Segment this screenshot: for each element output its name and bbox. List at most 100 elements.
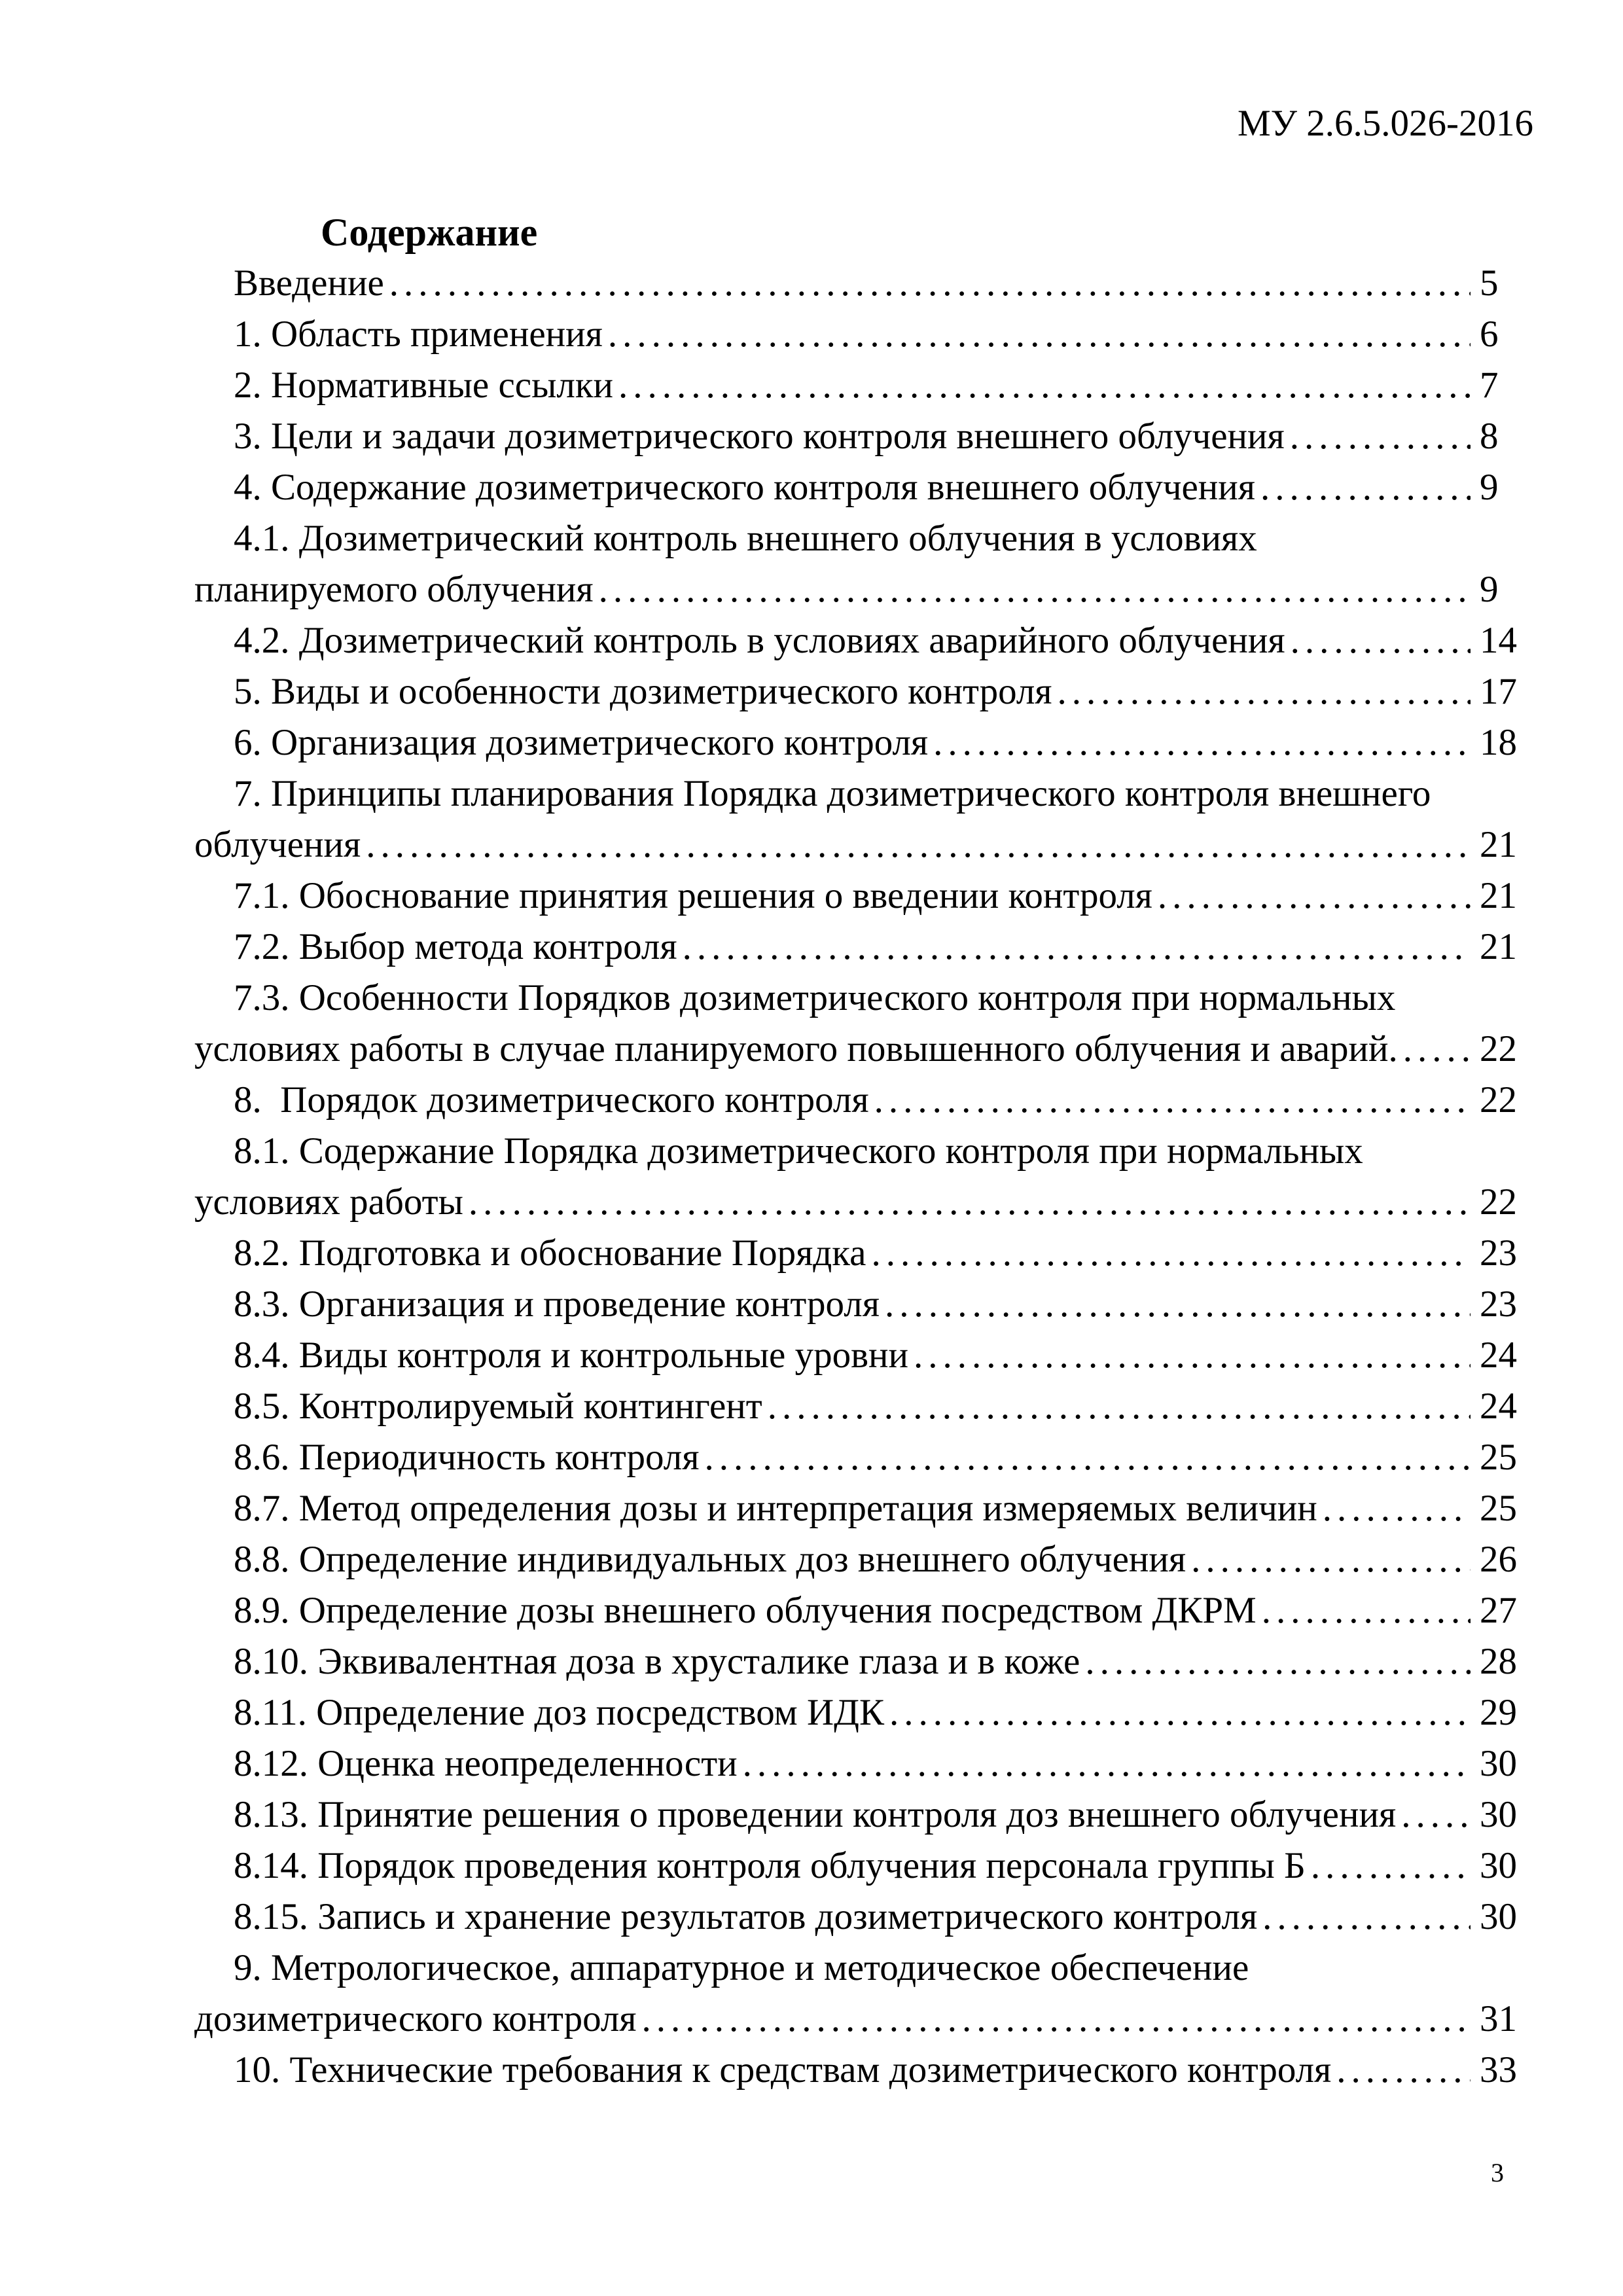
leader-dots: ........................................… <box>1191 1539 1471 1580</box>
page-number: 18 <box>1480 722 1517 763</box>
toc-entry-text: 8.6. Периодичность контроля <box>234 1437 700 1478</box>
toc-entry-text: 9. Метрологическое, аппаратурное и метод… <box>234 1947 1249 1988</box>
toc-entry-text: облучения <box>194 824 361 865</box>
leader-dots: ........................................… <box>1057 671 1471 712</box>
toc-line: Введение................................… <box>194 258 1541 309</box>
footer-page-number: 3 <box>1491 2158 1504 2187</box>
toc-entry-text: 8.8. Определение индивидуальных доз внеш… <box>234 1539 1186 1580</box>
toc-line: 8.2. Подготовка и обоснование Порядка...… <box>194 1228 1541 1279</box>
toc-line: 8.7. Метод определения дозы и интерпрета… <box>194 1483 1541 1534</box>
toc-entry-text: 8.3. Организация и проведение контроля <box>234 1283 880 1325</box>
page-number: 22 <box>1480 1028 1517 1069</box>
toc-entry-text: 8.11. Определение доз посредством ИДК <box>234 1692 885 1733</box>
toc-entry-text: дозиметрического контроля <box>194 1998 637 2039</box>
page-number: 25 <box>1480 1437 1517 1478</box>
toc-line: 8.8. Определение индивидуальных доз внеш… <box>194 1534 1541 1585</box>
leader-dots: ........................................… <box>871 1232 1471 1274</box>
leader-dots: ........................................… <box>598 569 1471 610</box>
toc-line: 4. Содержание дозиметрического контроля … <box>194 462 1541 513</box>
toc-entry-text: 8.2. Подготовка и обоснование Порядка <box>234 1232 866 1274</box>
toc-line: 8.11. Определение доз посредством ИДК...… <box>194 1687 1541 1738</box>
toc-entry-text: условиях работы <box>194 1181 463 1223</box>
leader-dots: ........................................… <box>767 1386 1471 1427</box>
leader-dots: ........................................… <box>1262 1896 1471 1937</box>
leader-dots: ........................................… <box>1290 620 1471 661</box>
toc-entry-text: 4. Содержание дозиметрического контроля … <box>234 467 1256 508</box>
toc-entry-text: 8.15. Запись и хранение результатов дози… <box>234 1896 1258 1937</box>
toc-entry-text: Введение <box>234 262 384 304</box>
leader-dots: ........................................… <box>641 1998 1471 2039</box>
leader-dots: ........................................… <box>1157 875 1471 916</box>
toc-line: условиях работы в случае планируемого по… <box>194 1024 1541 1075</box>
leader-dots: ........................................… <box>1261 1590 1471 1631</box>
page-number: 21 <box>1480 824 1517 865</box>
leader-dots: ........................................… <box>914 1335 1471 1376</box>
toc-line: 10. Технические требования к средствам д… <box>194 2045 1541 2096</box>
toc-line: 8.9. Определение дозы внешнего облучения… <box>194 1585 1541 1636</box>
toc-line: условиях работы.........................… <box>194 1177 1541 1228</box>
page-number: 21 <box>1480 926 1517 967</box>
leader-dots: ........................................… <box>1322 1488 1471 1529</box>
toc-line: 5. Виды и особенности дозиметрического к… <box>194 666 1541 717</box>
toc-line: 8.5. Контролируемый контингент..........… <box>194 1381 1541 1432</box>
leader-dots: ........................................… <box>389 262 1471 304</box>
toc-line: 8.6. Периодичность контроля.............… <box>194 1432 1541 1483</box>
toc-line: облучения...............................… <box>194 819 1541 870</box>
toc-entry-text: 2. Нормативные ссылки <box>234 365 614 406</box>
leader-dots: ........................................… <box>682 926 1471 967</box>
page-number: 30 <box>1480 1743 1517 1784</box>
leader-dots: ........................................… <box>468 1181 1471 1223</box>
toc-entry-text: 3. Цели и задачи дозиметрического контро… <box>234 416 1285 457</box>
page-number: 17 <box>1480 671 1517 712</box>
toc-entry-text: 8.10. Эквивалентная доза в хрусталике гл… <box>234 1641 1080 1682</box>
page-number: 29 <box>1480 1692 1517 1733</box>
toc-entry-text: 8.9. Определение дозы внешнего облучения… <box>234 1590 1257 1631</box>
page-number: 27 <box>1480 1590 1517 1631</box>
page-number: 25 <box>1480 1488 1517 1529</box>
document-code-header: МУ 2.6.5.026-2016 <box>1237 103 1533 144</box>
toc-entry-text: 8.4. Виды контроля и контрольные уровни <box>234 1335 909 1376</box>
page-number: 9 <box>1480 467 1499 508</box>
toc-entry-text: 10. Технические требования к средствам д… <box>234 2049 1332 2090</box>
toc-entry-text: 8.1. Содержание Порядка дозиметрического… <box>234 1130 1363 1172</box>
toc-entry-text: 8.7. Метод определения дозы и интерпрета… <box>234 1488 1317 1529</box>
toc-section: Содержание Введение.....................… <box>194 207 1541 2096</box>
page-number: 30 <box>1480 1794 1517 1835</box>
toc-entry-text: 7.3. Особенности Порядков дозиметрическо… <box>234 977 1396 1018</box>
leader-dots: ........................................… <box>933 722 1471 763</box>
toc-line: планируемого облучения..................… <box>194 564 1541 615</box>
toc-entry-text: 1. Область применения <box>234 314 603 355</box>
toc-entry-text: 8.13. Принятие решения о проведении конт… <box>234 1794 1397 1835</box>
toc-list: Введение................................… <box>194 258 1541 2096</box>
page-number: 28 <box>1480 1641 1517 1682</box>
toc-line: 6. Организация дозиметрического контроля… <box>194 717 1541 768</box>
toc-entry-text: 4.2. Дозиметрический контроль в условиях… <box>234 620 1285 661</box>
toc-line: 9. Метрологическое, аппаратурное и метод… <box>194 1943 1541 1994</box>
page-number: 22 <box>1480 1079 1517 1121</box>
leader-dots: ........................................… <box>366 824 1471 865</box>
page-number: 23 <box>1480 1283 1517 1325</box>
leader-dots: ........................................… <box>1085 1641 1471 1682</box>
leader-dots: ........................................… <box>1289 416 1471 457</box>
toc-line: 4.2. Дозиметрический контроль в условиях… <box>194 615 1541 666</box>
toc-line: 8.1. Содержание Порядка дозиметрического… <box>194 1126 1541 1177</box>
leader-dots: ........................................… <box>884 1283 1471 1325</box>
toc-entry-text: планируемого облучения <box>194 569 594 610</box>
leader-dots: ........................................… <box>1401 1794 1471 1835</box>
toc-line: 8.10. Эквивалентная доза в хрусталике гл… <box>194 1636 1541 1687</box>
toc-line: 8.15. Запись и хранение результатов дози… <box>194 1892 1541 1943</box>
toc-line: 7. Принципы планирования Порядка дозимет… <box>194 768 1541 819</box>
toc-line: 8.13. Принятие решения о проведении конт… <box>194 1789 1541 1840</box>
page-number: 24 <box>1480 1335 1517 1376</box>
toc-entry-text: 8.5. Контролируемый контингент <box>234 1386 762 1427</box>
page-number: 31 <box>1480 1998 1517 2039</box>
toc-line: 3. Цели и задачи дозиметрического контро… <box>194 411 1541 462</box>
page-number: 8 <box>1480 416 1499 457</box>
leader-dots: ........................................… <box>618 365 1471 406</box>
leader-dots: ........................................… <box>1336 2049 1471 2090</box>
page-number: 23 <box>1480 1232 1517 1274</box>
page-number: 7 <box>1480 365 1499 406</box>
toc-entry-text: 7.2. Выбор метода контроля <box>234 926 677 967</box>
toc-line: 8.4. Виды контроля и контрольные уровни.… <box>194 1330 1541 1381</box>
